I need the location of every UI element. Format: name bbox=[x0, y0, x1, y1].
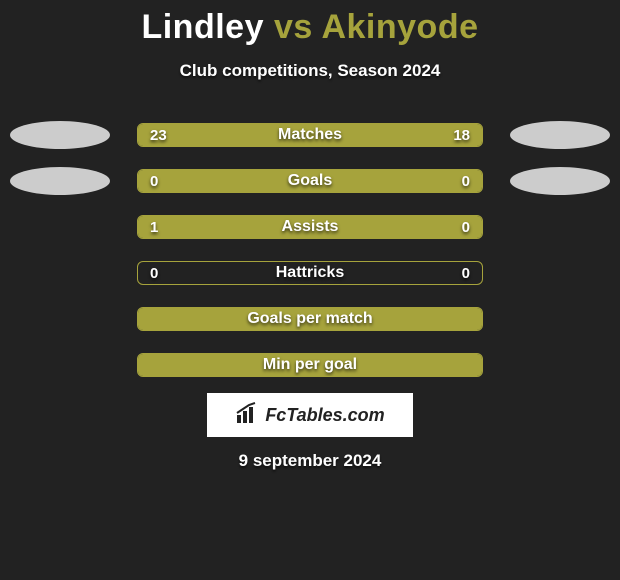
footer-date: 9 september 2024 bbox=[0, 451, 620, 471]
player-photo-left bbox=[10, 167, 110, 195]
stat-label: Goals per match bbox=[138, 308, 482, 330]
stat-bar: Goals per match bbox=[137, 307, 483, 331]
stat-bar: 00Hattricks bbox=[137, 261, 483, 285]
stat-bar: Min per goal bbox=[137, 353, 483, 377]
chart-icon bbox=[235, 401, 259, 430]
stat-row: 10Assists bbox=[0, 215, 620, 239]
stat-row: Min per goal bbox=[0, 353, 620, 377]
stat-label: Min per goal bbox=[138, 354, 482, 376]
title-vs: vs bbox=[274, 8, 313, 46]
footer-logo: FcTables.com bbox=[207, 393, 413, 437]
stat-label: Matches bbox=[138, 124, 482, 146]
subtitle: Club competitions, Season 2024 bbox=[0, 61, 620, 81]
stat-label: Assists bbox=[138, 216, 482, 238]
title-player2: Akinyode bbox=[321, 8, 478, 46]
stat-label: Goals bbox=[138, 170, 482, 192]
stat-row: Goals per match bbox=[0, 307, 620, 331]
stat-bar: 00Goals bbox=[137, 169, 483, 193]
stat-row: 00Hattricks bbox=[0, 261, 620, 285]
player-photo-right bbox=[510, 121, 610, 149]
comparison-widget: Lindley vs Akinyode Club competitions, S… bbox=[0, 0, 620, 471]
stat-row: 00Goals bbox=[0, 169, 620, 193]
stats-rows: 2318Matches 00Goals 10Assists 00Hattricks Go… bbox=[0, 123, 620, 377]
player-photo-right bbox=[510, 167, 610, 195]
title: Lindley vs Akinyode bbox=[0, 8, 620, 47]
title-player1: Lindley bbox=[141, 8, 264, 46]
stat-label: Hattricks bbox=[138, 262, 482, 284]
player-photo-left bbox=[10, 121, 110, 149]
stat-bar: 10Assists bbox=[137, 215, 483, 239]
stat-row: 2318Matches bbox=[0, 123, 620, 147]
footer-logo-text: FcTables.com bbox=[265, 405, 384, 426]
stat-bar: 2318Matches bbox=[137, 123, 483, 147]
